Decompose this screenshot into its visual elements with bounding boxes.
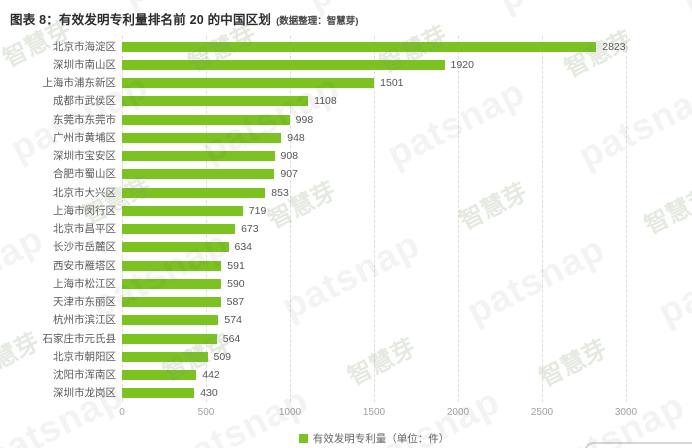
value-label: 591: [227, 259, 245, 272]
category-label: 深圳市南山区: [53, 58, 116, 71]
value-label: 998: [295, 113, 314, 126]
bar: [122, 205, 243, 216]
category-label: 上海市松江区: [53, 277, 116, 290]
bar: [122, 297, 221, 308]
x-tick-label: 2500: [530, 407, 554, 418]
value-label: 430: [200, 387, 218, 400]
value-label: 1920: [450, 58, 474, 71]
bar: [122, 41, 597, 52]
x-tick-label: 0: [119, 407, 125, 418]
x-tick-label: 1500: [362, 407, 386, 418]
watermark-patsnap-text: patsnap: [460, 227, 612, 332]
bar: [122, 333, 217, 344]
watermark-cjk-text: 智慧芽: [640, 182, 692, 240]
gridline: [625, 36, 627, 402]
legend-label: 有效发明专利量（单位：件）: [312, 433, 450, 445]
category-label: 北京市昌平区: [53, 223, 116, 235]
watermark-cjk-text: 智慧芽: [343, 333, 421, 391]
gridline: [457, 36, 459, 402]
bar: [122, 370, 197, 381]
bar: [122, 169, 275, 180]
category-label: 天津市东丽区: [53, 296, 116, 308]
bar: [122, 132, 282, 143]
category-label: 北京市海淀区: [53, 40, 116, 53]
value-label: 590: [227, 277, 245, 290]
bar: [122, 96, 309, 107]
watermark-cjk-text: 智慧芽: [535, 334, 612, 392]
value-label: 2823: [602, 40, 626, 53]
watermark-patsnap-text: patsnap: [651, 228, 692, 334]
gridline: [289, 36, 291, 402]
bar: [122, 114, 290, 125]
value-label: 1501: [380, 77, 404, 89]
x-tick-label: 500: [197, 407, 215, 418]
watermark-patsnap-text: patsnap: [677, 0, 692, 25]
bar: [122, 242, 229, 253]
value-label: 574: [224, 314, 242, 327]
value-label: 442: [202, 369, 220, 381]
watermark-cjk-text: 智慧芽: [455, 178, 532, 235]
value-label: 1108: [314, 95, 337, 108]
bar: [122, 151, 275, 162]
value-label: 509: [213, 350, 232, 363]
bar: [122, 315, 219, 326]
category-label: 长沙市岳麓区: [53, 241, 116, 254]
bar: [122, 187, 266, 198]
category-label: 深圳市宝安区: [53, 150, 116, 162]
value-label: 673: [241, 223, 259, 235]
value-label: 587: [226, 296, 245, 308]
category-label: 西安市雁塔区: [53, 259, 116, 272]
category-label: 深圳市龙岗区: [53, 387, 116, 400]
gridline: [541, 36, 543, 402]
value-label: 719: [248, 204, 267, 217]
bar: [122, 351, 208, 362]
category-label: 东莞市东莞市: [53, 113, 116, 126]
value-label: 564: [222, 332, 241, 345]
legend-swatch-icon: [298, 434, 308, 443]
chart-title-note: (数据整理：智慧芽): [276, 16, 359, 27]
value-label: 908: [280, 150, 299, 162]
chart-title-row: 图表 8：有效发明专利量排名前 20 的中国区划 (数据整理：智慧芽): [10, 9, 358, 29]
bar: [122, 59, 445, 70]
category-label: 北京市大兴区: [53, 186, 116, 199]
chart-title: 图表 8：有效发明专利量排名前 20 的中国区划: [10, 13, 272, 27]
bar: [122, 224, 236, 235]
value-label: 634: [234, 241, 253, 254]
bar: [122, 78, 375, 89]
legend: 有效发明专利量（单位：件）: [122, 431, 626, 446]
category-label: 上海市浦东新区: [42, 77, 117, 89]
bar: [122, 388, 195, 399]
category-label: 成都市武侯区: [53, 95, 116, 108]
value-label: 948: [287, 131, 305, 144]
bar: [122, 278, 222, 289]
category-label: 广州市黄埔区: [53, 131, 116, 144]
category-label: 杭州市滨江区: [53, 314, 116, 327]
category-label: 上海市闵行区: [53, 204, 116, 217]
category-label: 北京市朝阳区: [53, 350, 116, 363]
gridline: [121, 36, 123, 402]
watermark-patsnap-text: patsnap: [492, 0, 644, 20]
x-tick-label: 2000: [446, 407, 470, 418]
bottom-right-card[interactable]: [584, 442, 692, 448]
watermark-patsnap-text: patsnap: [571, 72, 692, 177]
category-label: 沈阳市浑南区: [53, 369, 116, 381]
category-label: 石家庄市元氏县: [42, 332, 117, 345]
watermark-cjk-text: 智慧芽: [263, 176, 341, 234]
bar: [122, 260, 222, 271]
x-tick-label: 1000: [278, 407, 302, 418]
value-label: 907: [280, 168, 298, 181]
watermark-patsnap-text: patsnap: [274, 223, 427, 328]
x-tick-label: 3000: [614, 407, 638, 418]
category-label: 合肥市蜀山区: [53, 168, 116, 181]
value-label: 853: [271, 186, 289, 199]
gridline: [205, 36, 207, 402]
gridline: [373, 36, 375, 402]
